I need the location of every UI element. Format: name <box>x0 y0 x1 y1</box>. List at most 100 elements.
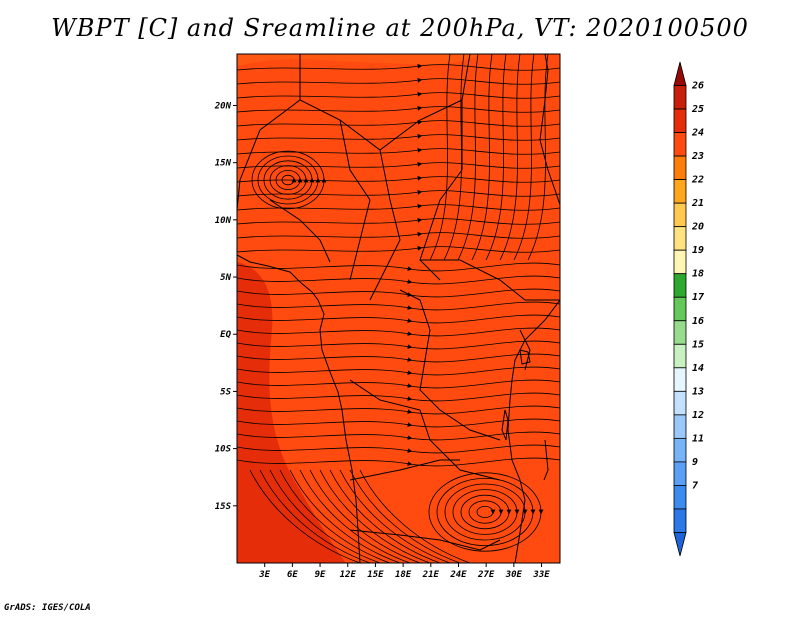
colorbar-label: 24 <box>691 128 704 139</box>
streamline <box>237 133 560 141</box>
y-tick-label: 15N <box>215 159 232 169</box>
y-tick-label: 5N <box>220 273 231 283</box>
streamline <box>237 91 560 99</box>
colorbar-segment <box>673 461 687 486</box>
colorbar-segment <box>673 179 687 204</box>
streamline <box>251 150 327 210</box>
country-borders <box>237 54 560 563</box>
streamline <box>237 203 560 211</box>
streamline <box>237 63 560 71</box>
colorbar-segment <box>673 132 687 157</box>
streamline <box>359 469 471 563</box>
streamline <box>429 54 451 261</box>
colorbar-segment <box>673 85 687 110</box>
map-frame <box>236 53 561 564</box>
x-tick-label: 6E <box>287 570 298 580</box>
streamline <box>275 170 303 190</box>
x-tick-label: 3E <box>258 570 270 580</box>
streamline <box>237 147 560 155</box>
streamline <box>339 469 451 563</box>
streamline <box>309 469 421 563</box>
streamline <box>237 105 560 113</box>
streamline <box>237 77 560 85</box>
x-tick-label: 21E <box>422 570 440 580</box>
chart-title: WBPT [C] and Sreamline at 200hPa, VT: 20… <box>51 14 749 42</box>
colorbar-segment <box>673 108 687 133</box>
streamline <box>289 469 401 563</box>
colorbar-segment <box>673 226 687 251</box>
y-tick-label: 10S <box>215 445 232 455</box>
streamline <box>269 165 309 195</box>
colorbar-label: 17 <box>692 292 704 303</box>
x-tick-label: 24E <box>449 570 467 580</box>
streamline <box>269 469 381 563</box>
streamline <box>237 262 560 272</box>
y-tick-label: 5S <box>220 387 231 397</box>
colorbar-label: 20 <box>691 222 704 233</box>
grads-credit: GrADS: IGES/COLA <box>4 603 91 613</box>
streamline <box>237 245 560 253</box>
x-tick-label: 33E <box>532 570 550 580</box>
streamline <box>471 54 493 261</box>
streamline <box>237 392 560 402</box>
x-tick-label: 9E <box>315 570 326 580</box>
field-north-patch <box>237 54 480 66</box>
colorbar-segment <box>673 437 687 463</box>
colorbar-label: 19 <box>692 245 704 256</box>
colorbar-segment <box>673 390 687 416</box>
streamline <box>499 54 521 261</box>
y-tick-label: EQ <box>220 330 231 340</box>
colorbar-label: 18 <box>692 269 704 280</box>
streamline <box>428 472 544 552</box>
streamline <box>237 301 560 311</box>
streamline <box>237 327 560 337</box>
colorbar: 26 25 24 23 22 21 20 19 18 17 16 15 14 13 12 11 9 7 <box>673 61 704 557</box>
colorbar-segment <box>673 343 687 369</box>
streamline <box>513 54 535 261</box>
x-tick-label: 15E <box>367 570 384 580</box>
colorbar-label: 15 <box>692 339 704 350</box>
colorbar-segment <box>673 320 687 345</box>
x-tick-label: 27E <box>477 570 495 580</box>
x-tick-label: 12E <box>340 570 357 580</box>
streamline <box>468 500 504 524</box>
y-axis: 20N 15N 10N 5N EQ 5S 10S 15S <box>214 101 237 512</box>
colorbar-segment <box>673 249 687 275</box>
x-tick-label: 18E <box>395 570 412 580</box>
streamline <box>249 469 361 563</box>
streamline <box>460 494 512 530</box>
colorbar-segment <box>673 202 687 228</box>
streamline <box>485 54 507 261</box>
colorbar-label: 13 <box>692 386 704 397</box>
streamline <box>237 405 560 415</box>
colorbar-label: 14 <box>692 363 704 374</box>
streamline <box>237 275 560 285</box>
streamline <box>263 160 315 200</box>
streamline <box>443 54 465 261</box>
field-west-coast-band-24-25 <box>237 262 346 563</box>
streamline <box>299 469 411 563</box>
streamline <box>457 54 479 261</box>
colorbar-segment <box>673 296 687 322</box>
streamline <box>237 314 560 324</box>
colorbar-label: 16 <box>692 316 704 327</box>
y-tick-label: 10N <box>215 216 232 226</box>
y-tick-label: 15S <box>215 502 232 512</box>
colorbar-label: 11 <box>692 433 704 444</box>
colorbar-label: 21 <box>691 198 704 209</box>
streamline <box>444 483 528 541</box>
map-field <box>237 54 560 563</box>
colorbar-bottom-triangle <box>673 532 687 557</box>
streamline <box>281 174 297 186</box>
colorbar-segment <box>673 414 687 439</box>
y-tick-label: 20N <box>214 101 232 111</box>
colorbar-segment <box>673 485 687 510</box>
streamline <box>349 469 461 563</box>
colorbar-label: 25 <box>691 104 704 115</box>
streamline <box>237 366 560 376</box>
streamline <box>237 353 560 363</box>
streamline <box>237 340 560 350</box>
colorbar-label: 7 <box>692 480 698 491</box>
streamline <box>237 217 560 225</box>
